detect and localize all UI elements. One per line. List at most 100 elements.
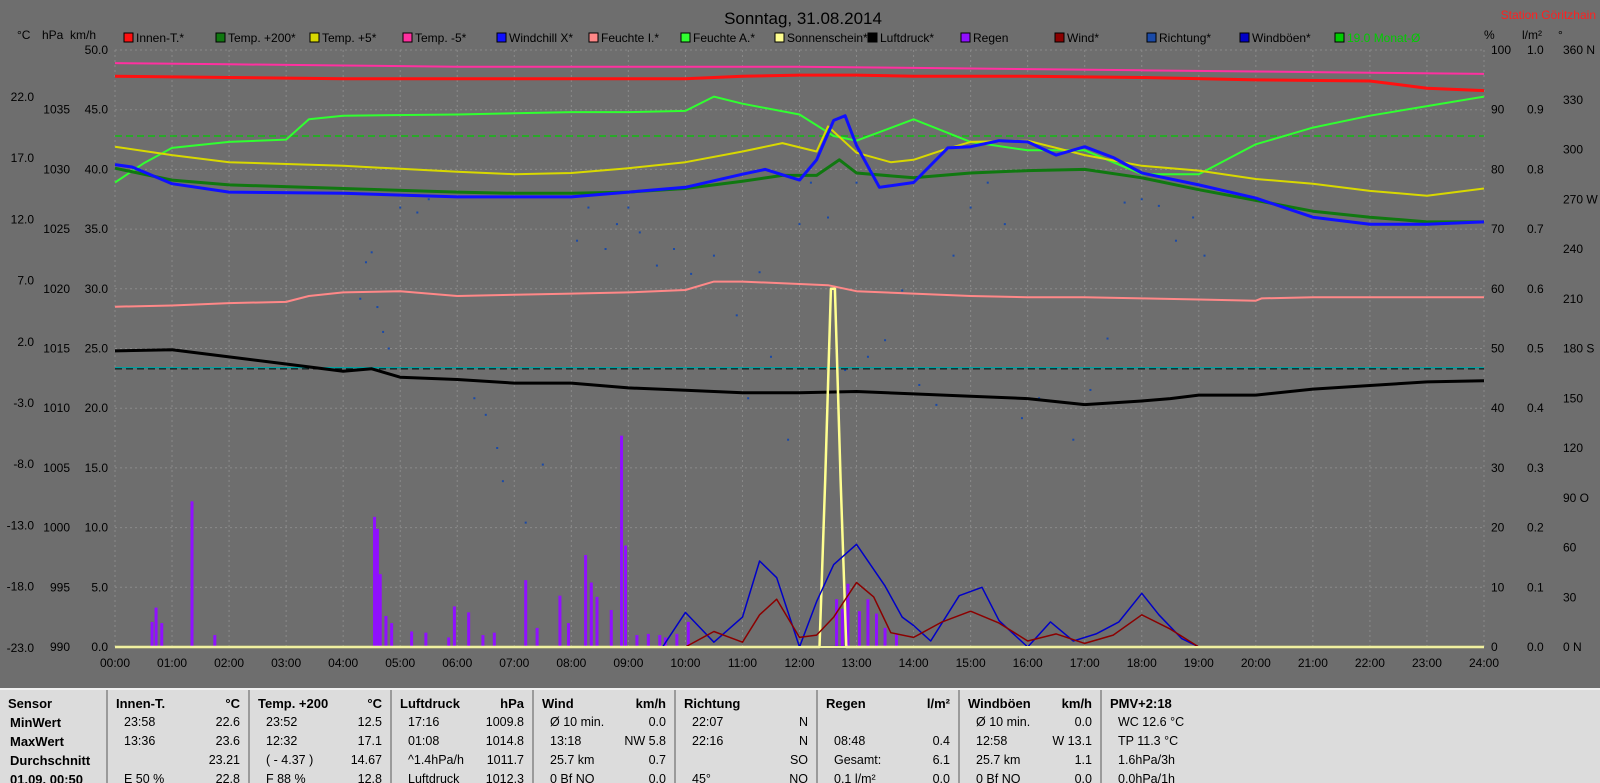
rain-bar <box>384 615 388 647</box>
degree-tick-label: 360 N <box>1563 43 1595 57</box>
x-tick-label: 20:00 <box>1241 656 1271 670</box>
stats-cell-value: 1009.8 <box>485 715 524 729</box>
lm2-tick-label: 0.3 <box>1527 461 1544 475</box>
stats-header: Wind km/h <box>542 696 666 714</box>
stats-cell-value: 1012.3 <box>485 772 524 783</box>
x-tick-label: 02:00 <box>214 656 244 670</box>
hpa-tick-label: 990 <box>50 640 70 654</box>
stats-row: E 50 % 22.8 <box>116 772 240 783</box>
stats-cell-label: 0.0hPa/1h <box>1118 772 1175 783</box>
stats-cell-label: 01.09. 00:50 <box>10 772 84 783</box>
stats-header-unit: km/h <box>1061 696 1092 711</box>
series-line <box>114 348 1485 407</box>
stats-row: Gesamt: 6.1 <box>826 753 950 772</box>
stats-cell-value: 0.0 <box>1074 772 1092 783</box>
stats-cell-value: 12.5 <box>357 715 382 729</box>
legend-label: Wind* <box>1067 31 1099 45</box>
stats-header: Regen l/m² <box>826 696 950 714</box>
direction-point <box>615 223 618 226</box>
stats-header-name: Windböen <box>968 696 1031 711</box>
degree-tick-label: 0 N <box>1563 640 1582 654</box>
stats-cell-value: 0.4 <box>932 734 950 748</box>
legend-label: Innen-T.* <box>136 31 184 45</box>
stats-row: TP 11.3 °C <box>1110 734 1294 753</box>
stats-column: Windböen km/h Ø 10 min. 0.0 12:58 W 13.1 25.7 … <box>960 690 1102 783</box>
stats-row <box>826 715 950 734</box>
percent-tick-label: 100 <box>1491 43 1511 57</box>
stats-column: Luftdruck hPa 17:16 1009.8 01:08 1014.8 ^1.4hP… <box>392 690 534 783</box>
stats-header-name: Richtung <box>684 696 741 711</box>
x-tick-label: 11:00 <box>728 656 757 670</box>
legend-swatch <box>774 32 785 43</box>
lm2-tick-label: 0.0 <box>1527 640 1544 654</box>
stats-cell-value: 0.0 <box>648 772 666 783</box>
direction-point <box>1157 204 1160 207</box>
stats-cell-value: 0.0 <box>648 715 666 729</box>
rain-bar <box>213 635 217 647</box>
stats-cell-label: 22:07 <box>692 715 724 729</box>
rain-bar <box>378 574 382 647</box>
x-tick-label: 09:00 <box>613 656 643 670</box>
stats-cell-label: F 88 % <box>266 772 306 783</box>
stats-column: Regen l/m² 08:48 0.4 Gesamt: 6.1 0.1 l/m² 0.0 <box>818 690 960 783</box>
direction-point <box>758 271 761 274</box>
rain-bar <box>646 633 650 647</box>
series-line <box>114 95 1485 184</box>
percent-tick-label: 50 <box>1491 342 1505 356</box>
rain-bar <box>447 637 451 647</box>
celsius-tick-label: -8.0 <box>13 457 34 471</box>
hpa-tick-label: 1035 <box>43 103 70 117</box>
direction-point <box>769 355 772 358</box>
unit-kmh: km/h <box>70 28 96 42</box>
direction-point <box>1192 216 1195 219</box>
stats-row: 1.6hPa/3h <box>1110 753 1294 772</box>
stats-cell-mid: W 13.1 <box>1052 734 1092 748</box>
stats-cell-label: Luftdruck <box>408 772 460 783</box>
stats-row: Luftdruck 1012.3 <box>400 772 524 783</box>
axes: 00:00 01:00 02:00 03:00 04:00 05:00 06:00 07:00… <box>7 43 1599 670</box>
stats-cell-label: 01:08 <box>408 734 440 748</box>
direction-point <box>673 248 676 250</box>
stats-row: 0.1 l/m² 0.0 <box>826 772 950 783</box>
x-tick-label: 13:00 <box>842 656 872 670</box>
stats-cell-label: 12:32 <box>266 734 298 748</box>
stats-cell-label: 13:18 <box>550 734 582 748</box>
direction-point <box>1003 223 1006 226</box>
rain-bar <box>452 606 456 647</box>
direction-point <box>524 521 527 524</box>
kmh-tick-label: 50.0 <box>85 43 109 57</box>
stats-cell-label: MinWert <box>10 715 62 730</box>
direction-point <box>884 339 887 342</box>
x-tick-label: 00:00 <box>100 656 130 670</box>
degree-tick-label: 270 W <box>1563 192 1598 206</box>
degree-tick-label: 300 <box>1563 143 1583 157</box>
stats-row: 23.21 <box>116 753 240 772</box>
rain-bar <box>589 582 593 647</box>
kmh-tick-label: 40.0 <box>85 162 109 176</box>
stats-header: Luftdruck hPa <box>400 696 524 714</box>
percent-tick-label: 80 <box>1491 162 1505 176</box>
stats-cell-value: NO <box>789 772 808 783</box>
stats-row: 0 Bf NO 0.0 <box>968 772 1092 783</box>
stats-row: Ø 10 min. 0.0 <box>542 715 666 734</box>
stats-cell-label: 17:16 <box>408 715 440 729</box>
stats-row: 22:16 N <box>684 734 808 753</box>
stats-header-name: PMV+2:18 <box>1110 696 1172 711</box>
direction-point <box>501 480 504 483</box>
lm2-tick-label: 0.5 <box>1527 342 1544 356</box>
hpa-tick-label: 1010 <box>43 401 70 415</box>
direction-point <box>1106 337 1109 340</box>
rain-bar <box>160 623 164 647</box>
stats-row: 01.09. 00:50 <box>8 772 98 783</box>
stats-cell-label: 0 Bf NO <box>976 772 1021 783</box>
stats-column: Innen-T. °C 23:58 22.6 13:36 23.6 23.21 E 50 % 2… <box>108 690 250 783</box>
rain-bar <box>894 633 898 647</box>
direction-point <box>690 272 693 275</box>
legend-label: 19.0 Monat-Ø <box>1347 31 1420 45</box>
direction-point <box>604 248 607 250</box>
stats-column: Wind km/h Ø 10 min. 0.0 13:18 NW 5.8 25.7 km 0.… <box>534 690 676 783</box>
legend-label: Richtung* <box>1159 31 1211 45</box>
direction-point <box>382 330 385 333</box>
stats-header-name: Sensor <box>8 696 53 711</box>
percent-tick-label: 30 <box>1491 461 1505 475</box>
